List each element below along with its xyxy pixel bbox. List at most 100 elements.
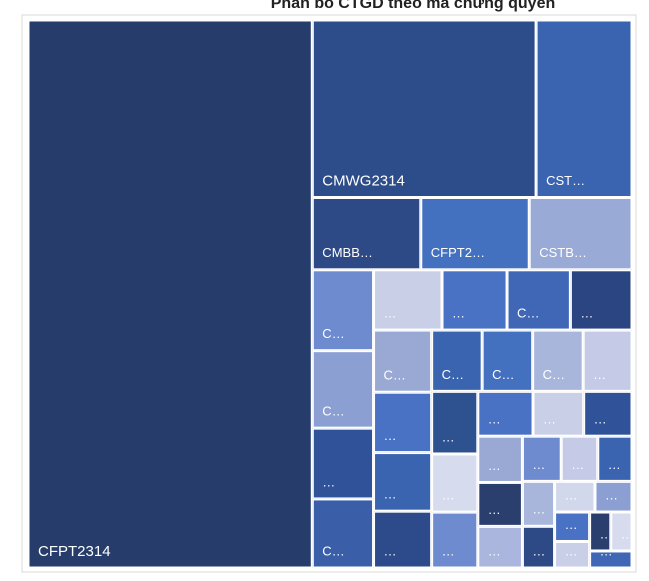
- tile-label: CFPT2…: [431, 245, 485, 260]
- tile: …: [533, 391, 584, 437]
- tile-label: CMWG2314: [322, 172, 405, 189]
- tile-label: …: [442, 543, 455, 558]
- tile-rect: [536, 20, 632, 198]
- tile: …: [554, 541, 590, 568]
- tile-rect: [431, 330, 483, 392]
- tile: …: [594, 481, 632, 513]
- tile-label: …: [532, 457, 545, 472]
- tile: CSTB…: [529, 197, 633, 270]
- tile-rect: [312, 350, 374, 429]
- tile: …: [373, 452, 432, 512]
- tile-label: C…: [492, 367, 514, 382]
- tile-label: …: [452, 306, 465, 321]
- tile-label: C…: [543, 367, 565, 382]
- tile-label: …: [488, 412, 501, 427]
- tile: …: [583, 330, 632, 392]
- tile-label: …: [565, 517, 578, 532]
- tile: …: [522, 526, 555, 569]
- tile-rect: [477, 391, 534, 437]
- tile-label: C…: [517, 306, 539, 321]
- tile-rect: [442, 269, 508, 331]
- tile-label: CFPT2314: [38, 543, 111, 560]
- tile-rect: [529, 197, 633, 270]
- tile-label: …: [384, 306, 397, 321]
- tile-label: …: [384, 428, 397, 443]
- tile-label: …: [384, 543, 397, 558]
- tile: CFPT2…: [420, 197, 530, 270]
- tile-label: C…: [322, 404, 344, 419]
- tile-label: C…: [442, 367, 464, 382]
- tile: …: [477, 391, 534, 437]
- tile: …: [312, 428, 374, 499]
- tile-rect: [522, 481, 555, 527]
- tile: …: [477, 482, 523, 527]
- tile-label: …: [384, 487, 397, 502]
- tile-rect: [482, 330, 533, 392]
- tile: CST…: [536, 20, 632, 198]
- tile-label: …: [571, 457, 584, 472]
- tile-label: CSTB…: [539, 245, 587, 260]
- tile-label: …: [600, 543, 613, 558]
- tile-rect: [373, 269, 443, 331]
- tile: …: [373, 392, 432, 453]
- tile-label: …: [608, 457, 621, 472]
- tile-label: …: [621, 526, 634, 541]
- tile: C…: [431, 330, 483, 392]
- tile: C…: [312, 269, 374, 351]
- chart-title: Phân bổ CTGD theo mã chứng quyền: [271, 0, 555, 12]
- tile: CMWG2314: [312, 20, 537, 198]
- tile: …: [431, 512, 478, 569]
- tile-rect: [589, 550, 632, 568]
- tile-label: …: [543, 412, 556, 427]
- tile-label: …: [322, 474, 335, 489]
- tile-rect: [583, 330, 632, 392]
- tile-label: …: [605, 487, 618, 502]
- tile-label: …: [593, 367, 606, 382]
- tile: …: [583, 391, 633, 437]
- tile: …: [554, 481, 595, 513]
- tile-rect: [554, 481, 595, 513]
- tile-rect: [477, 436, 523, 483]
- tile: …: [373, 511, 432, 569]
- tile-label: …: [442, 488, 455, 503]
- tile-label: …: [565, 487, 578, 502]
- tile-rect: [28, 20, 313, 568]
- tile-label: …: [532, 543, 545, 558]
- tile-label: C…: [322, 543, 344, 558]
- tile-rect: [312, 269, 374, 351]
- tile-rect: [312, 428, 374, 499]
- tile: …: [597, 436, 632, 482]
- tile-rect: [312, 498, 374, 569]
- tile: …: [561, 436, 598, 482]
- tile-label: …: [488, 458, 501, 473]
- tile-label: …: [532, 502, 545, 517]
- tile-label: …: [488, 502, 501, 517]
- tile: CMBB…: [312, 197, 421, 270]
- tile-rect: [554, 512, 590, 542]
- tile-rect: [533, 391, 584, 437]
- tile-rect: [312, 197, 421, 270]
- tile-rect: [589, 512, 611, 551]
- tile: …: [373, 269, 443, 331]
- tile-rect: [532, 330, 584, 392]
- tile-rect: [431, 512, 478, 569]
- tile-label: …: [594, 412, 607, 427]
- tile-rect: [373, 392, 432, 453]
- tile-rect: [522, 436, 562, 482]
- tile-rect: [431, 453, 478, 513]
- tile-rect: [431, 391, 478, 454]
- tile-rect: [373, 330, 432, 393]
- tile-label: …: [565, 543, 578, 558]
- tile-label: CST…: [546, 173, 585, 188]
- tile-rect: [373, 452, 432, 512]
- tile-rect: [594, 481, 632, 513]
- tile-label: …: [488, 543, 501, 558]
- tile-label: …: [442, 429, 455, 444]
- tile: C…: [507, 269, 571, 331]
- tile: …: [431, 453, 478, 513]
- tile-rect: [597, 436, 632, 482]
- tile: CFPT2314: [28, 20, 313, 568]
- tile: C…: [532, 330, 584, 392]
- tile: …: [554, 512, 590, 542]
